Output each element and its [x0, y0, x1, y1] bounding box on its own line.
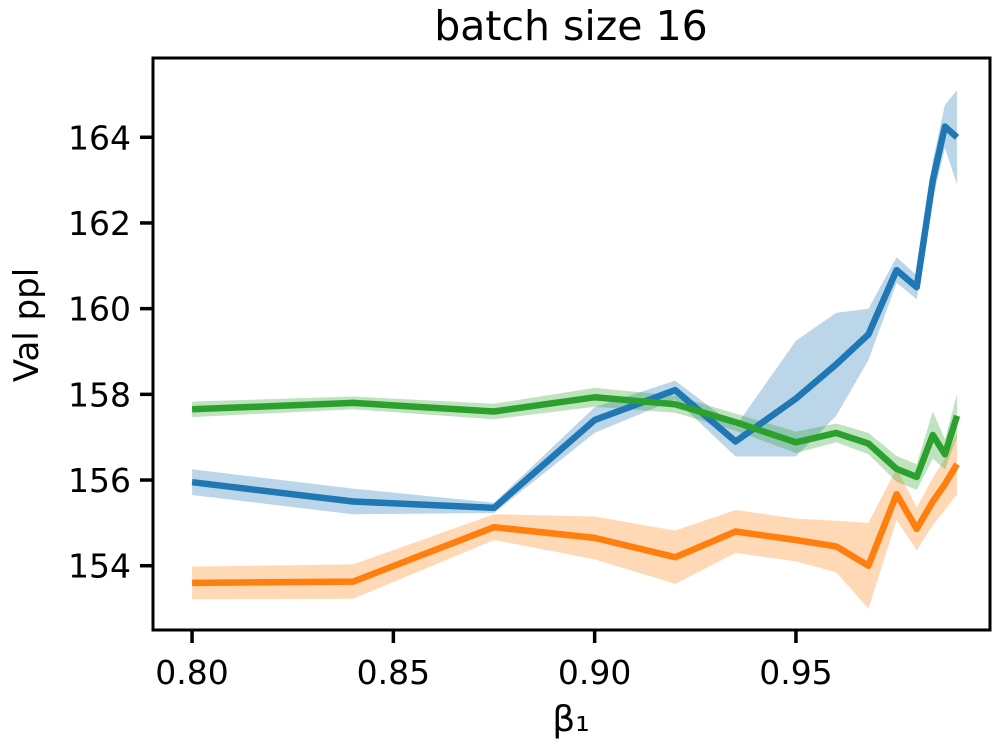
green-line [191, 394, 961, 481]
x-tick-label: 0.85 [357, 653, 430, 692]
x-tick-label: 0.80 [155, 653, 228, 692]
y-tick-label: 164 [68, 118, 131, 157]
y-axis-label: Val ppl [7, 268, 47, 382]
chart-title: batch size 16 [434, 2, 708, 50]
y-tick-label: 160 [68, 290, 131, 329]
lines-layer [191, 123, 961, 587]
x-tick-label: 0.95 [759, 653, 832, 692]
x-axis: 0.80 0.85 0.90 0.95 [155, 630, 833, 692]
blue-line [191, 123, 960, 512]
blue-line-band [192, 90, 958, 515]
y-tick-label: 162 [68, 204, 131, 243]
bands-layer [192, 90, 958, 609]
plot-frame [151, 56, 992, 632]
y-tick-label: 154 [68, 547, 131, 586]
y-tick-label: 158 [68, 375, 131, 414]
x-axis-label: β₁ [552, 699, 589, 740]
y-tick-label: 156 [68, 461, 131, 500]
orange-line-band [192, 434, 958, 609]
y-axis: 154 156 158 160 162 164 [68, 118, 153, 586]
orange-line [192, 462, 960, 587]
x-tick-label: 0.90 [558, 653, 631, 692]
